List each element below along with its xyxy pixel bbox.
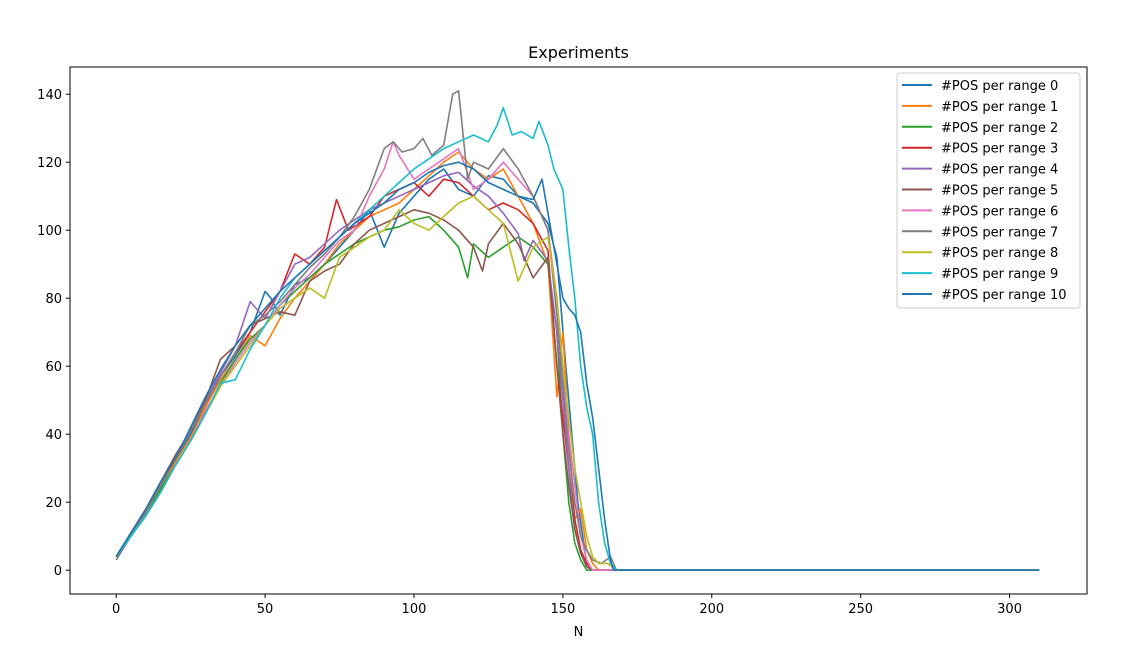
legend-label-0: #POS per range 0 (941, 79, 1058, 94)
series-line-10 (115, 161, 1040, 571)
legend-label-7: #POS per range 7 (941, 225, 1058, 240)
y-axis: 0 20 40 60 80 100 120 140 (37, 88, 70, 579)
x-tick-label-0: 0 (112, 602, 120, 617)
y-tick-label-0: 0 (54, 564, 62, 579)
y-tick-label-2: 40 (45, 428, 62, 443)
series-line-8 (115, 195, 1040, 571)
legend-box (896, 72, 1081, 309)
legend-label-5: #POS per range 5 (941, 184, 1058, 199)
series-layer (115, 90, 1040, 571)
plot-frame (69, 66, 1088, 595)
y-tick-label-4: 80 (45, 292, 62, 307)
legend-label-3: #POS per range 3 (941, 142, 1058, 157)
series-line-0 (115, 168, 1040, 571)
legend-label-8: #POS per range 8 (941, 246, 1058, 261)
x-axis-label: N (574, 625, 584, 640)
x-tick-label-5: 250 (848, 602, 873, 617)
y-tick-label-7: 140 (37, 88, 62, 103)
legend-label-4: #POS per range 4 (941, 163, 1058, 178)
chart-title: Experiments (528, 43, 629, 62)
y-tick-label-5: 100 (37, 224, 62, 239)
x-tick-label-1: 50 (257, 602, 274, 617)
x-tick-label-2: 100 (402, 602, 427, 617)
x-tick-label-4: 200 (699, 602, 724, 617)
y-tick-label-3: 60 (45, 360, 62, 375)
legend: #POS per range 0 #POS per range 1 #POS per… (896, 72, 1081, 309)
x-tick-label-3: 150 (550, 602, 575, 617)
legend-label-9: #POS per range 9 (941, 267, 1058, 282)
legend-label-6: #POS per range 6 (941, 204, 1058, 219)
x-tick-label-6: 300 (997, 602, 1022, 617)
legend-label-2: #POS per range 2 (941, 121, 1058, 136)
series-line-9 (115, 107, 1040, 571)
series-line-4 (115, 171, 1040, 571)
legend-label-1: #POS per range 1 (941, 100, 1058, 115)
y-tick-label-6: 120 (37, 156, 62, 171)
y-tick-label-1: 20 (45, 496, 62, 511)
x-axis: 0 50 100 150 200 250 300 (112, 594, 1022, 617)
legend-label-10: #POS per range 10 (941, 288, 1067, 303)
series-line-7 (115, 90, 1040, 571)
